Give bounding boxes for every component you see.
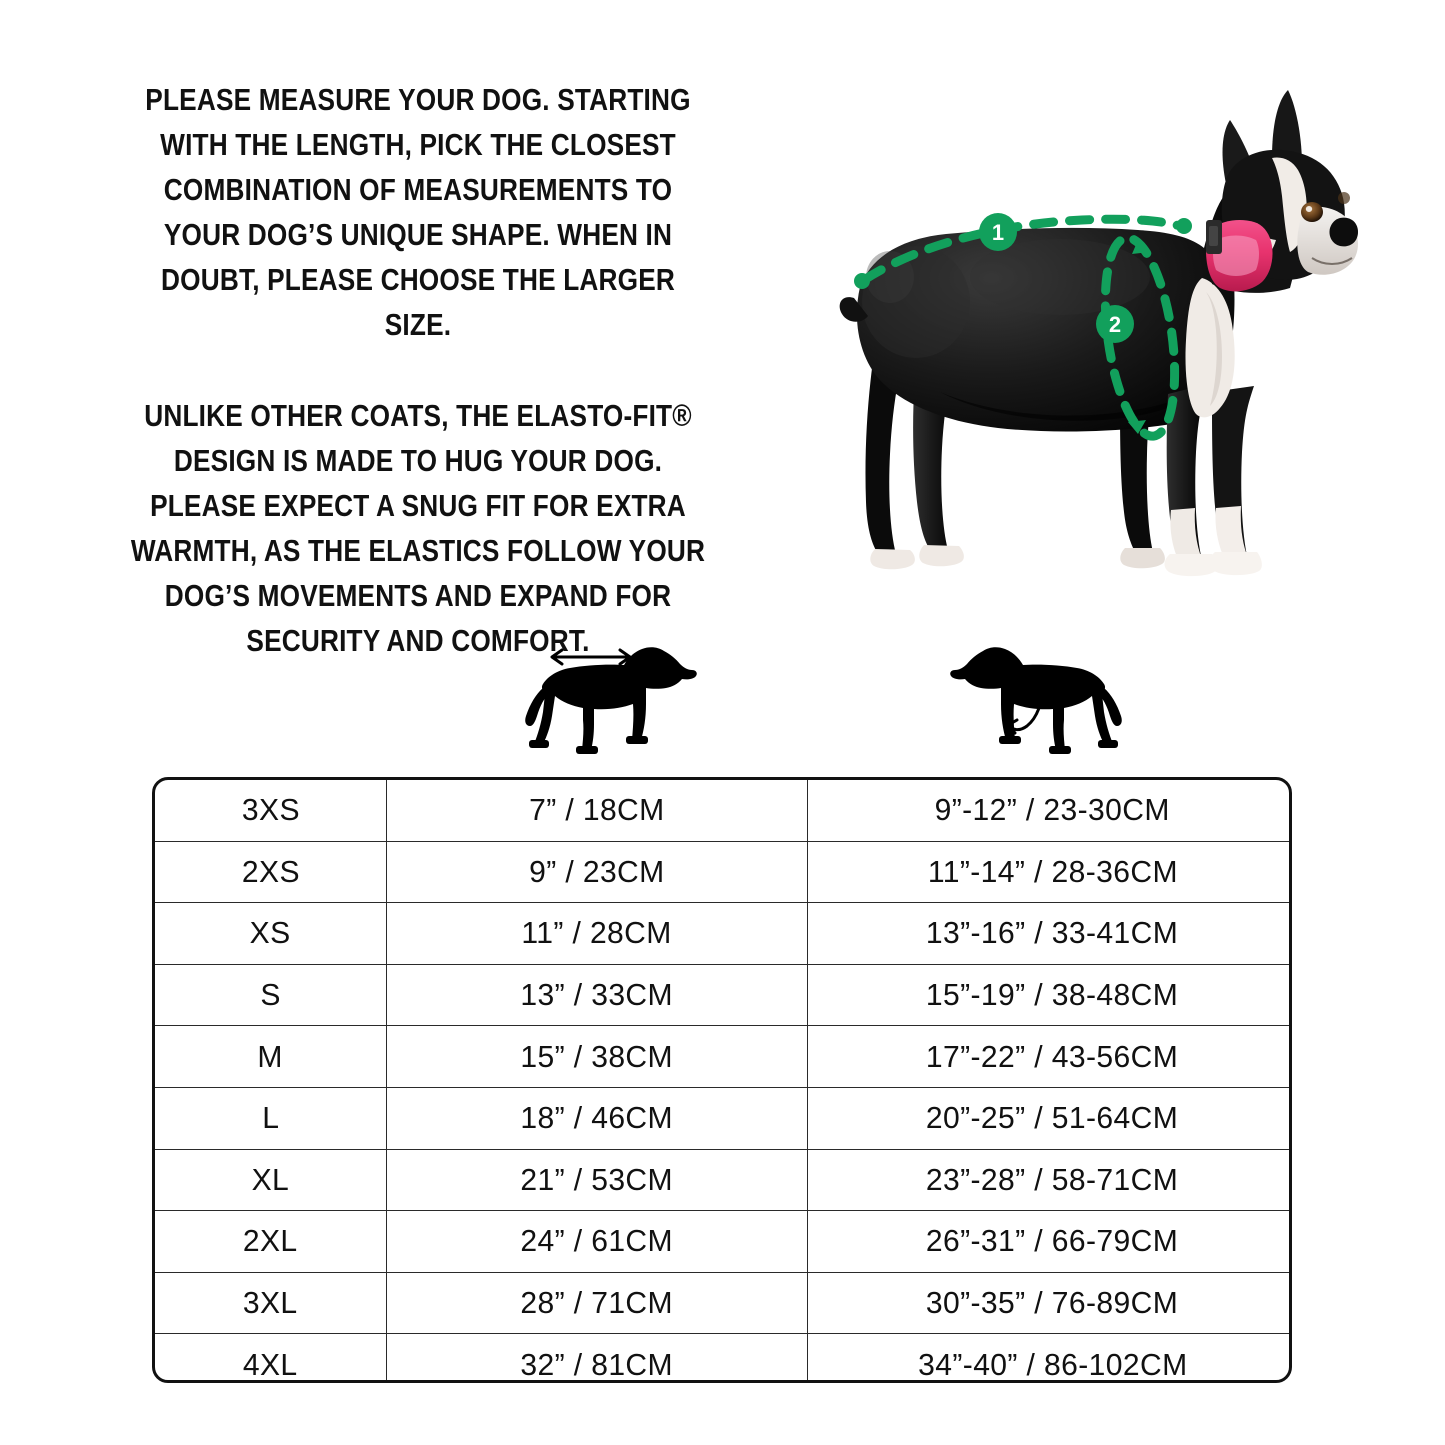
cell-length-text: 24” / 61CM bbox=[520, 1223, 674, 1259]
cell-girth-text: 20”-25” / 51-64CM bbox=[926, 1100, 1179, 1136]
length-arrow-icon bbox=[550, 648, 632, 666]
cell-size: 2XL bbox=[155, 1210, 387, 1273]
measurement-marker-1-label: 1 bbox=[992, 220, 1004, 245]
dog-collar bbox=[1206, 220, 1273, 292]
table-row: XS 11” / 28CM 13”-16” / 33-41CM bbox=[155, 902, 1289, 965]
cell-size-text: 2XL bbox=[243, 1223, 298, 1259]
cell-girth: 15”-19” / 38-48CM bbox=[807, 964, 1289, 1027]
cell-size: 2XS bbox=[155, 841, 387, 904]
cell-girth-text: 26”-31” / 66-79CM bbox=[926, 1223, 1179, 1259]
cell-size: XS bbox=[155, 902, 387, 965]
cell-length: 9” / 23CM bbox=[386, 841, 808, 904]
measurement-overlay-girth: 2 bbox=[1096, 233, 1180, 441]
table-row: XL 21” / 53CM 23”-28” / 58-71CM bbox=[155, 1149, 1289, 1212]
cell-length: 11” / 28CM bbox=[386, 902, 808, 965]
cell-size: 3XL bbox=[155, 1272, 387, 1335]
cell-girth: 30”-35” / 76-89CM bbox=[807, 1272, 1289, 1335]
cell-length-text: 18” / 46CM bbox=[520, 1100, 674, 1136]
size-chart: 3XS 7” / 18CM 9”-12” / 23-30CM 2XS 9” / 23CM… bbox=[155, 780, 1290, 1382]
cell-length: 15” / 38CM bbox=[386, 1025, 808, 1088]
cell-size: 3XS bbox=[155, 780, 387, 842]
cell-length-text: 15” / 38CM bbox=[520, 1038, 674, 1074]
cell-length-text: 9” / 23CM bbox=[529, 853, 665, 889]
cell-size-text: S bbox=[260, 977, 281, 1013]
cell-size: S bbox=[155, 964, 387, 1027]
cell-girth: 17”-22” / 43-56CM bbox=[807, 1025, 1289, 1088]
cell-girth-text: 11”-14” / 28-36CM bbox=[927, 853, 1178, 889]
cell-girth: 13”-16” / 33-41CM bbox=[807, 902, 1289, 965]
cell-size-text: 2XS bbox=[241, 853, 300, 889]
cell-size-text: M bbox=[257, 1038, 284, 1074]
cell-girth: 34”-40” / 86-102CM bbox=[808, 1334, 1290, 1382]
cell-girth-text: 34”-40” / 86-102CM bbox=[917, 1346, 1188, 1382]
dog-chest-girth-icon bbox=[945, 632, 1135, 767]
girth-loop-arrow-icon bbox=[1006, 660, 1045, 735]
cell-girth: 20”-25” / 51-64CM bbox=[807, 1087, 1289, 1150]
cell-length: 24” / 61CM bbox=[386, 1210, 808, 1273]
size-chart-table: 3XS 7” / 18CM 9”-12” / 23-30CM 2XS 9” / 23CM… bbox=[152, 777, 1292, 1383]
table-row: 3XS 7” / 18CM 9”-12” / 23-30CM bbox=[155, 780, 1289, 842]
cell-size: XL bbox=[155, 1149, 387, 1212]
cell-length: 28” / 71CM bbox=[386, 1272, 808, 1335]
cell-girth-text: 30”-35” / 76-89CM bbox=[926, 1285, 1179, 1321]
cell-size: L bbox=[155, 1087, 387, 1150]
table-row: L 18” / 46CM 20”-25” / 51-64CM bbox=[155, 1087, 1289, 1150]
cell-girth-text: 23”-28” / 58-71CM bbox=[926, 1161, 1179, 1197]
cell-size: 4XL bbox=[155, 1333, 387, 1382]
cell-girth-text: 9”-12” / 23-30CM bbox=[934, 792, 1171, 828]
cell-size: M bbox=[155, 1025, 387, 1088]
cell-length: 13” / 33CM bbox=[386, 964, 808, 1027]
table-row: 4XL 32” / 81CM 34”-40” / 86-102CM bbox=[155, 1333, 1290, 1382]
instructions-paragraph-2: UNLIKE OTHER COATS, THE ELASTO-FIT® DESI… bbox=[130, 399, 706, 658]
table-row: 2XL 24” / 61CM 26”-31” / 66-79CM bbox=[155, 1210, 1289, 1273]
dog-back-length-icon bbox=[512, 632, 702, 767]
cell-length-text: 7” / 18CM bbox=[529, 792, 665, 828]
cell-girth: 23”-28” / 58-71CM bbox=[807, 1149, 1289, 1212]
dog-front-legs bbox=[1164, 384, 1262, 577]
cell-girth-text: 13”-16” / 33-41CM bbox=[926, 915, 1179, 951]
cell-length-text: 13” / 33CM bbox=[520, 977, 674, 1013]
instructions-paragraph-1: PLEASE MEASURE YOUR DOG. STARTING WITH T… bbox=[145, 83, 691, 342]
table-row: 3XL 28” / 71CM 30”-35” / 76-89CM bbox=[155, 1272, 1289, 1335]
instructions-block: PLEASE MEASURE YOUR DOG. STARTING WITH T… bbox=[84, 78, 752, 664]
cell-length: 32” / 81CM bbox=[386, 1333, 808, 1382]
dog-measurement-photo: 1 2 bbox=[820, 62, 1360, 582]
cell-length-text: 32” / 81CM bbox=[520, 1346, 674, 1382]
cell-length: 21” / 53CM bbox=[386, 1149, 808, 1212]
table-row: 2XS 9” / 23CM 11”-14” / 28-36CM bbox=[155, 841, 1289, 904]
cell-girth: 26”-31” / 66-79CM bbox=[807, 1210, 1289, 1273]
table-row: M 15” / 38CM 17”-22” / 43-56CM bbox=[155, 1025, 1289, 1088]
cell-length-text: 21” / 53CM bbox=[520, 1161, 674, 1197]
cell-size-text: 4XL bbox=[243, 1346, 298, 1382]
table-row: S 13” / 33CM 15”-19” / 38-48CM bbox=[155, 964, 1289, 1027]
cell-size-text: 3XL bbox=[243, 1285, 298, 1321]
cell-girth: 9”-12” / 23-30CM bbox=[807, 780, 1289, 842]
measurement-overlay-length: 1 bbox=[854, 213, 1192, 289]
cell-size-text: XL bbox=[251, 1161, 290, 1197]
cell-size-text: L bbox=[261, 1100, 280, 1136]
cell-length-text: 11” / 28CM bbox=[521, 915, 673, 951]
cell-size-text: 3XS bbox=[241, 792, 300, 828]
cell-girth: 11”-14” / 28-36CM bbox=[807, 841, 1289, 904]
cell-girth-text: 15”-19” / 38-48CM bbox=[926, 977, 1179, 1013]
cell-length: 7” / 18CM bbox=[386, 780, 808, 842]
cell-girth-text: 17”-22” / 43-56CM bbox=[926, 1038, 1179, 1074]
dog-chest-white bbox=[1185, 278, 1235, 418]
cell-length-text: 28” / 71CM bbox=[520, 1285, 674, 1321]
measurement-marker-2-label: 2 bbox=[1109, 312, 1121, 337]
cell-size-text: XS bbox=[250, 915, 291, 951]
cell-length: 18” / 46CM bbox=[386, 1087, 808, 1150]
